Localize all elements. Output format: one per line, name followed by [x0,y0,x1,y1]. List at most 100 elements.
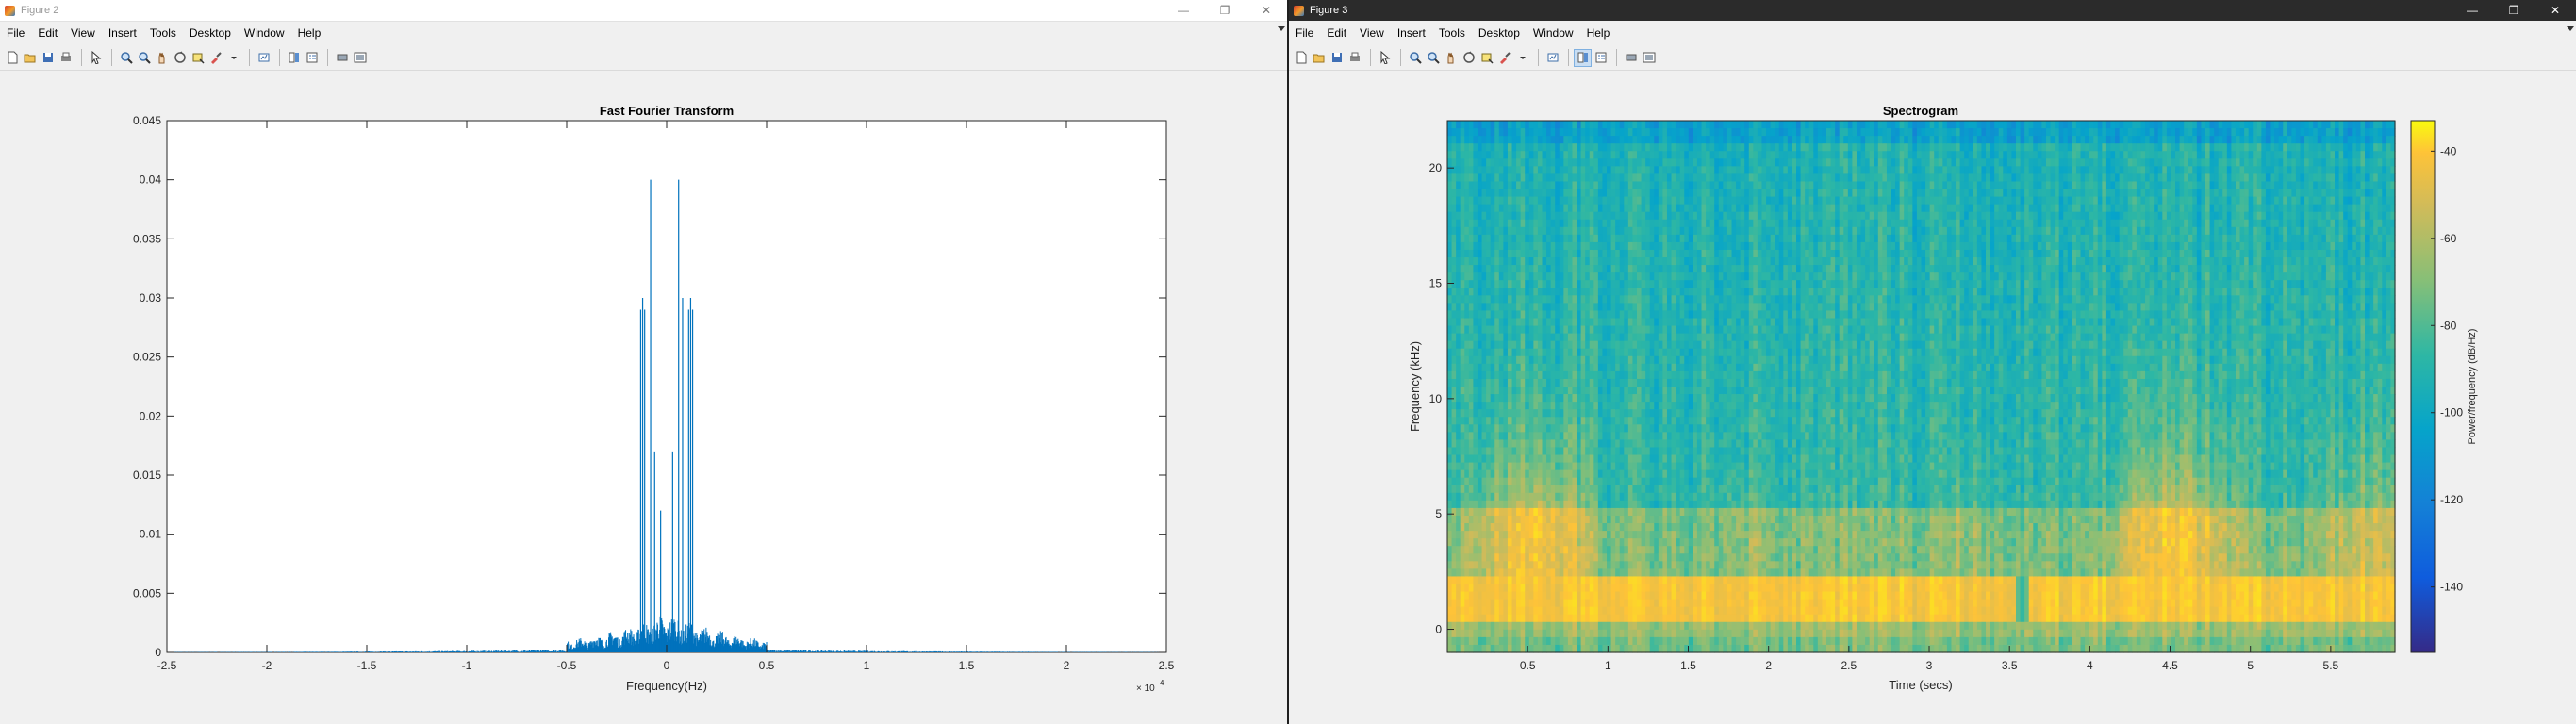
menu-tools[interactable]: Tools [1432,26,1472,40]
menu-window[interactable]: Window [238,26,291,40]
fft-figure-canvas[interactable]: -2.5 -2 -1.5 -1 -0.5 0 0.5 1 1.5 2 2.5 00.0050.010… [0,72,1287,724]
new-figure-icon[interactable] [4,50,20,66]
figure-3-window[interactable]: Figure 3 — ❐ ✕ File Edit View Insert Too… [1289,0,2576,724]
spectrogram-cell [1494,387,1499,395]
zoom-out-icon[interactable] [1425,50,1441,66]
spectrogram-cell [1469,516,1474,524]
pointer-icon[interactable] [1377,50,1393,66]
spectrogram-cell [1551,173,1556,182]
close-icon[interactable]: ✕ [2535,0,2576,21]
spectrogram-cell [1611,257,1616,266]
spectrogram-cell [1482,402,1487,410]
dropdown-arrow-icon[interactable] [1514,50,1530,66]
spectrogram-cell [1486,417,1491,425]
brush-icon[interactable] [207,50,223,66]
menu-file[interactable]: File [1289,26,1320,40]
new-figure-icon[interactable] [1293,50,1309,66]
spectrogram-cell [1525,310,1529,319]
spectrogram-cell [1503,288,1508,296]
figure-2-window[interactable]: Figure 2 — ❐ ✕ File Edit View Insert Too… [0,0,1287,724]
menu-desktop[interactable]: Desktop [183,26,238,40]
open-file-icon[interactable] [22,50,38,66]
spectrogram-cell [1516,439,1521,448]
pointer-icon[interactable] [88,50,104,66]
restore-icon[interactable]: ❐ [2493,0,2535,21]
dock-arrow-icon[interactable] [1278,26,1285,31]
close-icon[interactable]: ✕ [1246,0,1287,21]
spectrogram-cell [1611,121,1616,129]
dropdown-arrow-icon[interactable] [225,50,241,66]
menu-window[interactable]: Window [1527,26,1580,40]
spectrogram-cell [1572,402,1577,410]
spectrogram-cell [1478,272,1482,281]
spectrogram-cell [1447,242,1452,251]
zoom-out-icon[interactable] [136,50,152,66]
title-bar[interactable]: Figure 3 — ❐ ✕ [1289,0,2576,21]
spectrogram-cell [1568,181,1573,189]
menu-file[interactable]: File [0,26,31,40]
menu-tools[interactable]: Tools [143,26,183,40]
menu-edit[interactable]: Edit [1320,26,1353,40]
zoom-in-icon[interactable] [118,50,134,66]
show-plot-tools-icon[interactable] [352,50,368,66]
dock-arrow-icon[interactable] [2567,26,2574,31]
link-plot-icon[interactable] [1544,50,1560,66]
pan-icon[interactable] [1443,50,1459,66]
spectrogram-cell [1581,250,1586,258]
link-plot-icon[interactable] [256,50,272,66]
spectrogram-cell [1447,538,1452,547]
menu-insert[interactable]: Insert [1391,26,1432,40]
show-plot-tools-icon[interactable] [1641,50,1657,66]
insert-legend-icon[interactable] [304,50,320,66]
rotate-3d-icon[interactable] [172,50,188,66]
insert-colorbar-icon[interactable] [1575,50,1591,66]
spectrogram-cell [1538,341,1543,350]
pan-icon[interactable] [154,50,170,66]
spectrogram-cell [1615,364,1620,372]
zoom-in-icon[interactable] [1407,50,1423,66]
insert-colorbar-icon[interactable] [286,50,302,66]
print-icon[interactable] [1346,50,1362,66]
menu-view[interactable]: View [1353,26,1391,40]
menu-help[interactable]: Help [291,26,328,40]
menu-help[interactable]: Help [1580,26,1617,40]
title-bar[interactable]: Figure 2 — ❐ ✕ [0,0,1287,22]
save-icon[interactable] [40,50,56,66]
save-icon[interactable] [1329,50,1345,66]
spectrogram-cell [1585,128,1590,137]
insert-legend-icon[interactable] [1593,50,1609,66]
hide-plot-tools-icon[interactable] [1623,50,1639,66]
spectrogram-cell [1461,197,1465,206]
spectrogram-cell [1543,439,1547,448]
print-icon[interactable] [58,50,74,66]
minimize-icon[interactable]: — [2452,0,2493,21]
spectrogram-cell [1607,220,1611,228]
spectrogram-cell [1560,326,1564,335]
open-file-icon[interactable] [1311,50,1327,66]
spectrogram-cell [1563,455,1568,464]
rotate-3d-icon[interactable] [1461,50,1477,66]
spectrogram-cell [1508,280,1512,288]
fft-axes[interactable] [167,121,1166,652]
hide-plot-tools-icon[interactable] [334,50,350,66]
data-cursor-icon[interactable] [190,50,206,66]
spectrogram-cell [1456,151,1461,159]
restore-icon[interactable]: ❐ [1204,0,1246,21]
spectrogram-cell [1516,235,1521,243]
data-cursor-icon[interactable] [1478,50,1494,66]
menu-edit[interactable]: Edit [31,26,64,40]
menu-view[interactable]: View [64,26,102,40]
menu-desktop[interactable]: Desktop [1472,26,1527,40]
spectrogram-cell [1543,501,1547,509]
menu-insert[interactable]: Insert [102,26,143,40]
minimize-icon[interactable]: — [1163,0,1204,21]
spectrogram-cell [1503,455,1508,464]
brush-icon[interactable] [1496,50,1512,66]
spectrogram-cell [1593,288,1598,296]
spectrogram-cell [1563,173,1568,182]
spectrogram-cell [1516,151,1521,159]
spectrogram-cell [1555,250,1560,258]
spectrogram-cell [1598,568,1603,577]
spectrogram-cell [1598,265,1603,273]
